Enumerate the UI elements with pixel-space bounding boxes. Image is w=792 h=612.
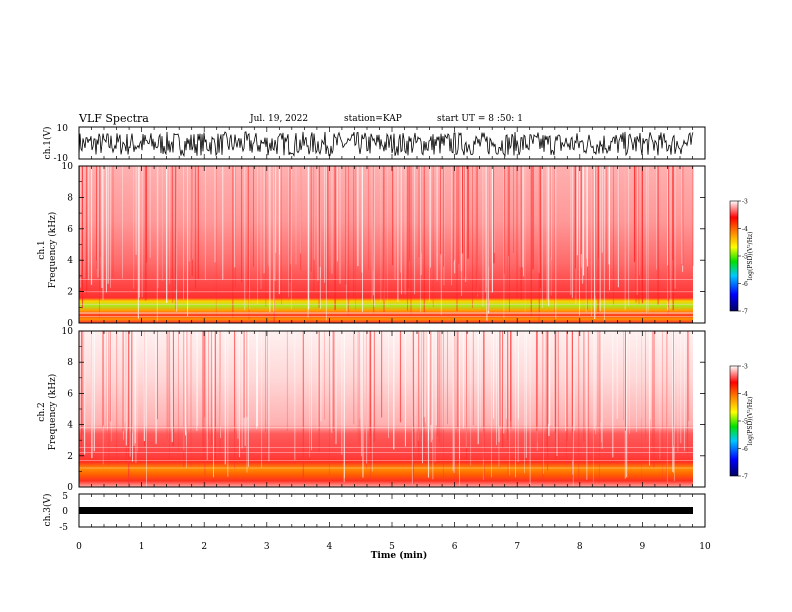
ytick-label: 6	[67, 389, 73, 399]
ytick-label: 2	[67, 288, 73, 298]
xtick-label: 9	[640, 542, 646, 552]
ch1-waveform-line	[78, 131, 694, 158]
xtick-label: 3	[264, 542, 270, 552]
ch1-ytick-top: 10	[57, 124, 69, 134]
ch2-colorbar-label: log(PSD)(V²/Hz)	[747, 397, 754, 446]
ch3-ytick-mid: 0	[62, 507, 68, 517]
ch2-spec-ylabel: Frequency (kHz)	[47, 374, 58, 451]
station-label: station=KAP	[344, 114, 402, 124]
xaxis-label: Time (min)	[371, 550, 428, 561]
chart-title: VLF Spectra	[79, 112, 149, 125]
ch2-spectrogram-streaks	[78, 331, 693, 487]
xtick-label: 5	[389, 542, 395, 552]
ch1-colorbar: -3 -4 -5 -6 -7 log(PSD)(V²/Hz)	[729, 199, 754, 316]
xtick-label: 1	[139, 542, 145, 552]
ch1-ylabel: ch.1(V)	[42, 127, 53, 160]
ch2-spectrogram-panel: 0 2 4 6 8 10 ch.2 Frequency (kHz)	[37, 327, 706, 493]
colorbar-tick-label: -5	[742, 254, 748, 261]
colorbar-tick-label: -5	[742, 419, 748, 426]
ytick-label: 6	[67, 225, 73, 235]
ch2-spec-channel-label: ch.2	[37, 402, 47, 421]
ytick-label: 8	[67, 193, 73, 203]
xtick-label: 10	[699, 542, 711, 552]
xtick-label: 2	[201, 542, 207, 552]
ch3-waveform-panel: 5 0 -5 ch.3(V)	[42, 492, 706, 533]
xtick-label: 7	[514, 542, 520, 552]
colorbar-tick-label: -3	[742, 364, 748, 371]
xtick-label: 0	[76, 542, 82, 552]
date-label: Jul. 19, 2022	[250, 114, 309, 124]
ch1-spectrogram-streaks	[78, 166, 694, 323]
time-axis: 0 1 2 3 4 5 6 7 8 9 10	[76, 542, 711, 552]
xtick-label: 4	[327, 542, 333, 552]
colorbar-tick-label: -7	[742, 474, 748, 481]
ch3-waveform-band	[79, 507, 693, 514]
start-ut-label: start UT = 8 :50: 1	[437, 114, 523, 124]
ytick-label: 8	[67, 358, 73, 368]
ch2-colorbar: -3 -4 -5 -6 -7 log(PSD)(V²/Hz)	[729, 364, 754, 481]
ch1-ytick-bottom: -10	[54, 154, 69, 164]
ch3-ytick-bottom: -5	[59, 523, 68, 533]
ytick-label: 2	[67, 452, 73, 462]
ytick-label: 10	[62, 162, 74, 172]
xtick-label: 6	[452, 542, 458, 552]
ytick-label: 10	[62, 327, 74, 337]
ch1-spec-ylabel: Frequency (kHz)	[47, 212, 58, 289]
ch3-ytick-top: 5	[62, 492, 68, 502]
ch1-colorbar-label: log(PSD)(V²/Hz)	[747, 232, 754, 281]
ch3-ylabel: ch.3(V)	[42, 494, 53, 527]
xtick-label: 8	[577, 542, 583, 552]
ytick-label: 4	[67, 256, 73, 266]
colorbar-tick-label: -6	[742, 446, 748, 453]
ch1-waveform-panel: 10 -10 ch.1(V)	[42, 124, 706, 164]
colorbar-tick-label: -3	[742, 199, 748, 206]
ytick-label: 0	[67, 319, 73, 329]
colorbar-tick-label: -7	[742, 309, 748, 316]
colorbar-tick-label: -6	[742, 281, 748, 288]
colorbar-tick-label: -4	[742, 226, 748, 233]
ch1-spec-channel-label: ch.1	[37, 240, 47, 259]
colorbar-tick-label: -4	[742, 391, 748, 398]
ch1-spectrogram-panel: 0 2 4 6 8 10 ch.1 Frequency (kHz)	[37, 162, 706, 329]
ytick-label: 4	[67, 421, 73, 431]
ytick-label: 0	[67, 483, 73, 493]
